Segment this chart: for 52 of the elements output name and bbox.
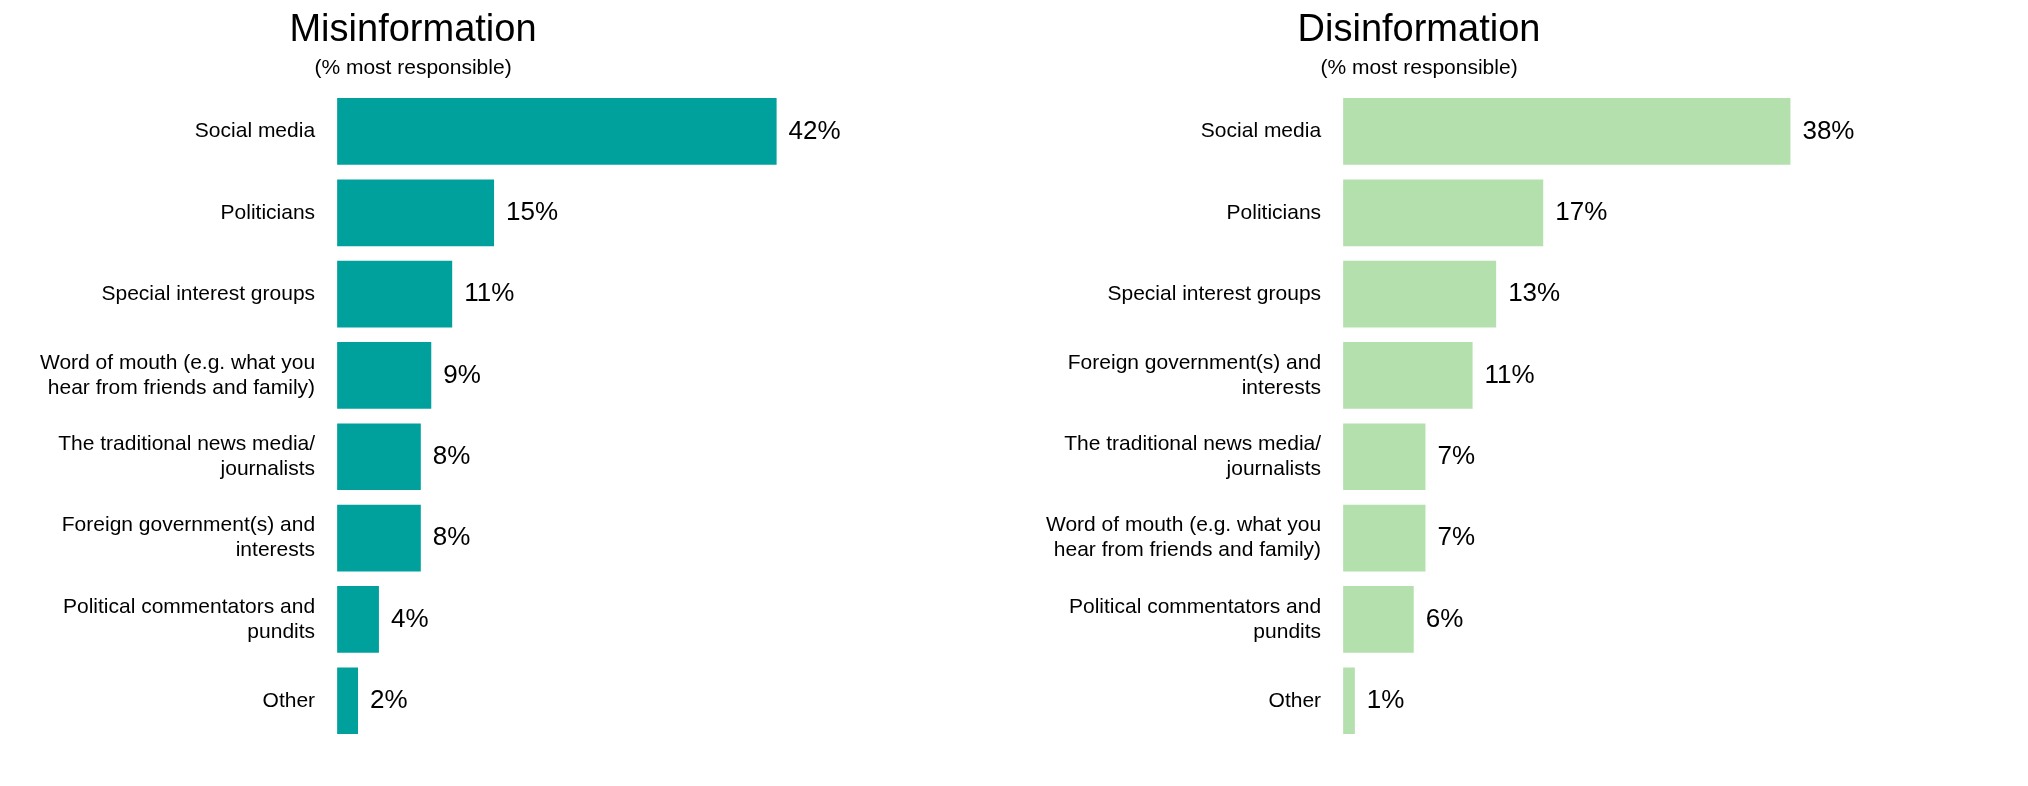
data-label: 42% (788, 114, 841, 145)
y-tick-label: Political commentators and pundits (1068, 593, 1322, 642)
chart-subtitle: (% most responsible) (1320, 55, 1518, 78)
y-tick-label: Word of mouth (e.g. what you hear from friends and family) (1045, 512, 1322, 561)
chart-title: Misinformation (289, 7, 537, 50)
data-label: 6% (1425, 602, 1464, 633)
y-tick-label: The traditional news media/journalists (1064, 430, 1322, 480)
data-label: 4% (390, 602, 429, 633)
data-label: 13% (1508, 277, 1561, 308)
data-label: 7% (1437, 439, 1476, 470)
y-tick-label: Social media (1200, 118, 1322, 142)
data-label: 11% (464, 277, 515, 308)
y-tick-label: Foreign government(s) and interests (1067, 349, 1322, 398)
y-tick-label: The traditional news media/journalists (58, 430, 316, 480)
bar (337, 260, 453, 328)
data-label: 8% (432, 521, 471, 552)
data-label: 8% (432, 439, 471, 470)
bar (337, 423, 421, 491)
bar (1343, 98, 1791, 165)
y-tick-label: Other (1268, 687, 1322, 711)
data-label: 7% (1437, 521, 1476, 552)
bar (1343, 260, 1497, 328)
y-tick-label: Word of mouth (e.g. what you hear from friends and family) (39, 349, 316, 398)
bar (1343, 423, 1426, 491)
bar (1343, 504, 1426, 572)
bar (337, 667, 359, 735)
data-label: 2% (370, 683, 408, 714)
data-label: 1% (1366, 683, 1405, 714)
y-tick-label: Special interest groups (1107, 280, 1322, 304)
chart-title: Disinformation (1297, 7, 1541, 50)
data-label: 15% (506, 195, 559, 226)
y-tick-label: Politicians (1226, 199, 1322, 223)
data-label: 38% (1802, 114, 1855, 145)
y-tick-label: Foreign government(s) and interests (61, 512, 316, 561)
bar (337, 179, 495, 247)
data-label: 9% (443, 358, 481, 389)
bar (1343, 179, 1544, 247)
y-tick-label: Special interest groups (101, 280, 316, 304)
chart-subtitle: (% most responsible) (314, 55, 512, 78)
y-tick-label: Political commentators and pundits (62, 593, 316, 642)
data-label: 11% (1484, 358, 1535, 389)
y-tick-label: Social media (194, 118, 316, 142)
bar (337, 586, 379, 653)
bar (337, 342, 432, 409)
bar (1343, 586, 1414, 653)
data-label: 17% (1555, 195, 1608, 226)
bar (1343, 342, 1473, 409)
y-tick-label: Politicians (220, 199, 316, 223)
bar (337, 504, 421, 572)
bar (1343, 667, 1355, 735)
y-tick-label: Other (262, 687, 316, 711)
bar (337, 98, 777, 165)
